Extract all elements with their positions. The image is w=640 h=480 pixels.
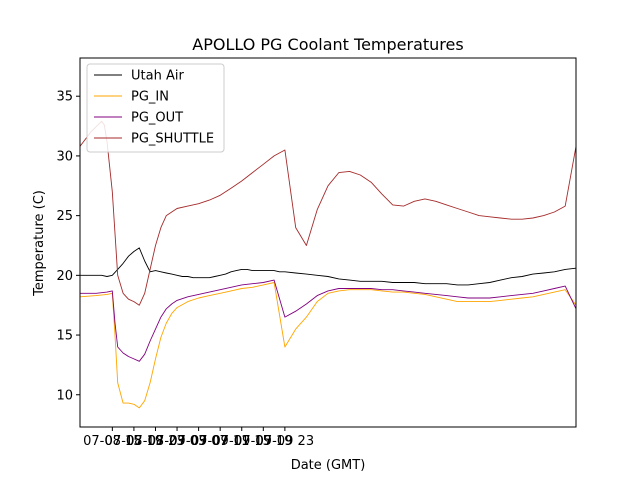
plot-frame [79, 57, 577, 428]
x-tick-label: 07-09 11 [191, 434, 249, 449]
series-line-utah-air [80, 247, 576, 286]
legend-label: Utah Air [131, 69, 184, 84]
y-tick-label: 20 [56, 269, 73, 284]
x-tick-label: 07-08 15 [83, 434, 141, 449]
x-tick-label: 07-08 19 [105, 434, 163, 449]
y-tick-label: 25 [56, 209, 73, 224]
y-axis-ticks: 10 15 20 25 30 35 [56, 90, 80, 403]
legend-label: PG_SHUTTLE [131, 132, 214, 147]
x-axis-label: Date (GMT) [291, 458, 366, 473]
series-line-pg-in [80, 282, 576, 409]
y-tick-label: 30 [56, 149, 73, 164]
y-tick-label: 35 [56, 90, 73, 105]
series-lines [80, 120, 576, 409]
series-line-pg-out [80, 279, 576, 362]
y-axis-label: Temperature (C) [32, 190, 47, 297]
x-tick-label: 07-09 07 [169, 434, 227, 449]
x-tick-label: 07-09 19 [234, 434, 292, 449]
series-line-pg-shuttle [80, 120, 576, 306]
legend-label: PG_OUT [131, 111, 183, 126]
x-tick-label: 07-09 03 [148, 434, 206, 449]
x-tick-label: 07-08 23 [126, 434, 184, 449]
plot-area [80, 120, 576, 409]
legend-box [86, 63, 225, 153]
x-tick-label: 07-09 15 [213, 434, 271, 449]
x-tick-label: 07-09 23 [256, 434, 314, 449]
chart-title: APOLLO PG Coolant Temperatures [192, 35, 463, 54]
legend: Utah Air PG_IN PG_OUT PG_SHUTTLE [86, 63, 225, 153]
y-tick-label: 15 [56, 329, 73, 344]
y-tick-label: 10 [56, 388, 73, 403]
legend-label: PG_IN [131, 90, 169, 105]
